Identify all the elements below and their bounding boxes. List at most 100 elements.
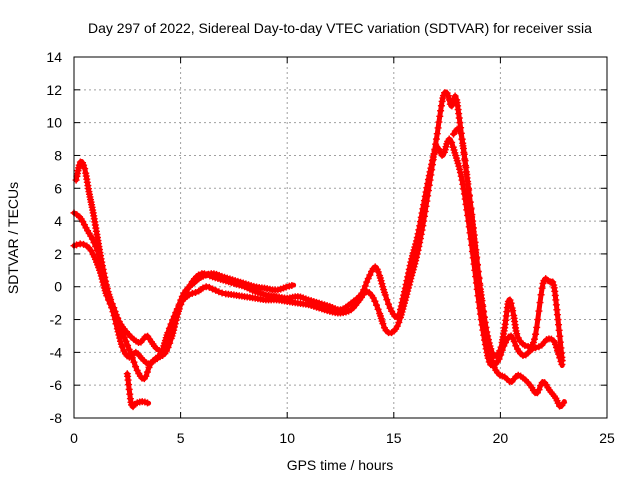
data-point-marker: [361, 282, 369, 290]
data-point-marker: [403, 290, 411, 298]
data-point-marker: [473, 261, 481, 269]
data-point-marker: [428, 161, 436, 169]
data-point-marker: [92, 242, 100, 250]
data-point-marker: [169, 316, 177, 324]
data-point-marker: [445, 96, 453, 104]
data-point-marker: [188, 289, 196, 297]
data-point-marker: [424, 192, 432, 200]
data-point-marker: [484, 336, 492, 344]
data-point-marker: [483, 328, 491, 336]
data-point-marker: [534, 316, 542, 324]
data-point-marker: [414, 246, 422, 254]
data-point-marker: [484, 332, 492, 340]
data-point-marker: [533, 389, 541, 397]
data-point-marker: [466, 198, 474, 206]
data-point-marker: [415, 242, 423, 250]
data-point-marker: [87, 247, 95, 255]
data-point-marker: [444, 92, 452, 100]
data-point-marker: [467, 206, 475, 214]
y-axis-label: SDTVAR / TECUs: [5, 182, 21, 294]
series-track-3: [70, 89, 568, 410]
data-point-marker: [209, 285, 217, 293]
data-point-marker: [460, 185, 468, 193]
data-point-marker: [434, 124, 442, 132]
series-track-4: [123, 370, 152, 411]
data-point-marker: [506, 296, 514, 304]
data-point-marker: [537, 382, 545, 390]
data-point-marker: [532, 330, 540, 338]
data-point-marker: [457, 129, 465, 137]
data-point-marker: [381, 291, 389, 299]
data-point-marker: [456, 169, 464, 177]
data-point-marker: [371, 297, 379, 305]
data-point-marker: [114, 328, 122, 336]
data-point-marker: [436, 112, 444, 120]
data-point-marker: [412, 257, 420, 265]
chart-title: Day 297 of 2022, Sidereal Day-to-day VTE…: [88, 20, 592, 36]
data-point-marker: [529, 339, 537, 347]
data-point-marker: [108, 304, 116, 312]
series-line: [71, 210, 297, 355]
data-point-marker: [489, 359, 497, 367]
data-point-marker: [110, 312, 118, 320]
data-point-marker: [413, 250, 421, 258]
data-point-marker: [462, 163, 470, 171]
data-point-marker: [103, 292, 111, 300]
data-point-marker: [164, 329, 172, 337]
y-tick-label: 10: [46, 115, 62, 131]
data-point-marker: [412, 253, 420, 261]
data-point-marker: [106, 300, 114, 308]
data-point-marker: [416, 239, 424, 247]
data-point-marker: [142, 372, 150, 380]
data-point-marker: [458, 176, 466, 184]
data-point-marker: [474, 267, 482, 275]
data-point-marker: [404, 284, 412, 292]
data-point-marker: [535, 307, 543, 315]
data-point-marker: [555, 326, 563, 334]
data-point-marker: [185, 291, 193, 299]
data-point-marker: [172, 309, 180, 317]
data-point-marker: [464, 184, 472, 192]
data-point-marker: [215, 288, 223, 296]
data-point-marker: [480, 308, 488, 316]
data-point-marker: [549, 278, 557, 286]
y-tick-label: 14: [46, 49, 62, 65]
data-point-marker: [428, 166, 436, 174]
data-point-marker: [411, 260, 419, 268]
data-point-marker: [476, 279, 484, 287]
data-point-marker: [115, 331, 123, 339]
data-point-marker: [404, 287, 412, 295]
data-point-marker: [383, 296, 391, 304]
axis-ticks: [73, 56, 608, 419]
data-point-marker: [104, 296, 112, 304]
data-point-marker: [393, 322, 401, 330]
data-point-marker: [81, 165, 89, 173]
data-point-marker: [507, 299, 515, 307]
data-point-marker: [513, 330, 521, 338]
data-point-marker: [143, 368, 151, 376]
data-point-marker: [395, 318, 403, 326]
data-point-marker: [558, 357, 566, 365]
y-tick-label: 2: [54, 246, 62, 262]
data-point-marker: [386, 304, 394, 312]
data-point-marker: [496, 347, 504, 355]
data-point-marker: [532, 344, 540, 352]
data-point-marker: [429, 156, 437, 164]
data-point-marker: [497, 343, 505, 351]
plot-frame: [73, 56, 608, 419]
data-point-marker: [282, 283, 290, 291]
x-tick-label: 25: [599, 430, 615, 446]
data-point-marker: [218, 289, 226, 297]
data-point-marker: [374, 305, 382, 313]
data-point-marker: [468, 213, 476, 221]
data-point-marker: [461, 157, 469, 165]
y-tick-labels: -8 -6 -4 -2 0 2 4 6 8 10 12 14: [46, 49, 62, 426]
data-point-marker: [372, 301, 380, 309]
y-tick-label: 6: [54, 180, 62, 196]
data-point-marker: [509, 307, 517, 315]
data-point-marker: [417, 230, 425, 238]
data-point-marker: [460, 150, 468, 158]
data-point-marker: [90, 239, 98, 247]
data-point-marker: [471, 242, 479, 250]
